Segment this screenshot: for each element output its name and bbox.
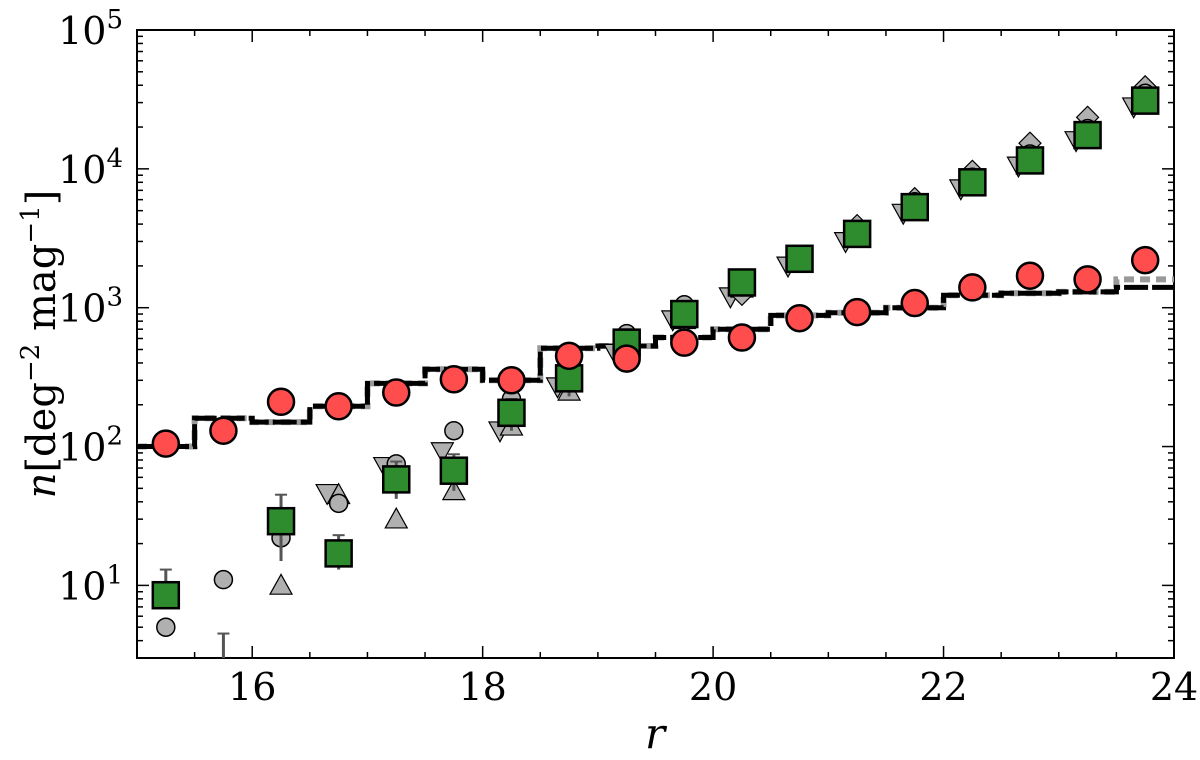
y-tick-label: 105 [58, 5, 123, 53]
red-circle-point [785, 303, 814, 333]
green-square-point [670, 299, 699, 329]
step-line-solid [137, 284, 1174, 450]
red-circle-point [1130, 245, 1160, 275]
gray-triangle-up-point [269, 573, 294, 595]
red-circle-point [842, 297, 872, 327]
x-tick-label: 22 [919, 665, 967, 709]
gray-circle-point [328, 493, 349, 514]
green-square-point [151, 580, 181, 610]
red-circle-point [1015, 261, 1045, 290]
red-circle-point [151, 429, 181, 458]
red-circle-point [670, 328, 699, 357]
y-axis-label: n[deg−2 mag−1] [16, 190, 65, 499]
red-circle-point [612, 344, 641, 373]
y-tick-label-base: 10 [58, 287, 106, 331]
gray-circle-point [156, 617, 176, 637]
y-tick-label-base: 10 [58, 9, 106, 53]
y-tick-label-base: 10 [58, 426, 106, 470]
x-tick-labels: 16 18 20 22 24 [228, 665, 1198, 709]
green-square-point [382, 465, 411, 494]
green-square-point [497, 398, 526, 428]
y-tick-label-exp: 1 [106, 560, 123, 590]
y-tick-label-exp: 2 [106, 422, 123, 452]
green-square-point [842, 219, 872, 249]
red-circle-point [727, 323, 757, 352]
red-circle-point [266, 387, 296, 417]
y-tick-label-base: 10 [58, 564, 106, 608]
red-circle-point [497, 366, 526, 395]
step-lines [137, 276, 1174, 450]
green-square-point [1130, 86, 1160, 115]
y-axis-label-var: n [19, 473, 65, 499]
green-square-point [727, 268, 757, 297]
gray-triangle-down-point [430, 442, 455, 464]
x-axis-label: r [645, 709, 668, 758]
x-tick-label: 16 [228, 665, 276, 709]
y-axis-label-close: ] [19, 190, 65, 206]
y-tick-label: 103 [58, 283, 123, 331]
data-markers [151, 74, 1160, 658]
green-square-point [785, 244, 814, 274]
y-axis-label-unit: [deg [19, 382, 65, 473]
y-axis-label-exp1: −2 [16, 344, 46, 382]
green-square-point [900, 192, 929, 222]
red-circle-point [439, 365, 469, 394]
y-tick-label: 101 [58, 560, 123, 608]
green-square-point [1073, 120, 1102, 150]
y-axis-label-exp2: −1 [16, 205, 46, 243]
green-square-point [1015, 146, 1045, 175]
x-tick-label: 18 [458, 665, 506, 709]
axis-ticks [136, 29, 1175, 659]
red-circle-point [1073, 265, 1102, 294]
y-tick-label: 102 [58, 422, 123, 470]
plot-area [136, 29, 1175, 659]
red-circle-point [958, 273, 987, 302]
green-square-point [958, 168, 987, 197]
y-tick-label-exp: 3 [106, 283, 123, 313]
red-circle-point [554, 341, 584, 371]
red-circle-point [209, 416, 238, 445]
red-circle-point [324, 392, 353, 421]
x-tick-label: 24 [1150, 665, 1198, 709]
y-tick-label-base: 10 [58, 148, 106, 192]
green-square-point [439, 456, 469, 485]
y-tick-label-exp: 5 [106, 5, 123, 35]
gray-circle-point [444, 420, 464, 441]
y-tick-label-exp: 4 [106, 144, 123, 174]
gray-triangle-up-point [384, 506, 409, 529]
gray-circle-point [213, 569, 234, 590]
red-circle-point [900, 288, 929, 318]
red-circle-point [382, 378, 411, 407]
green-square-point [324, 539, 353, 568]
x-tick-label: 20 [689, 665, 737, 709]
y-tick-label: 104 [58, 144, 123, 192]
y-axis-label-mid: mag [19, 244, 65, 344]
green-square-point [266, 506, 296, 536]
